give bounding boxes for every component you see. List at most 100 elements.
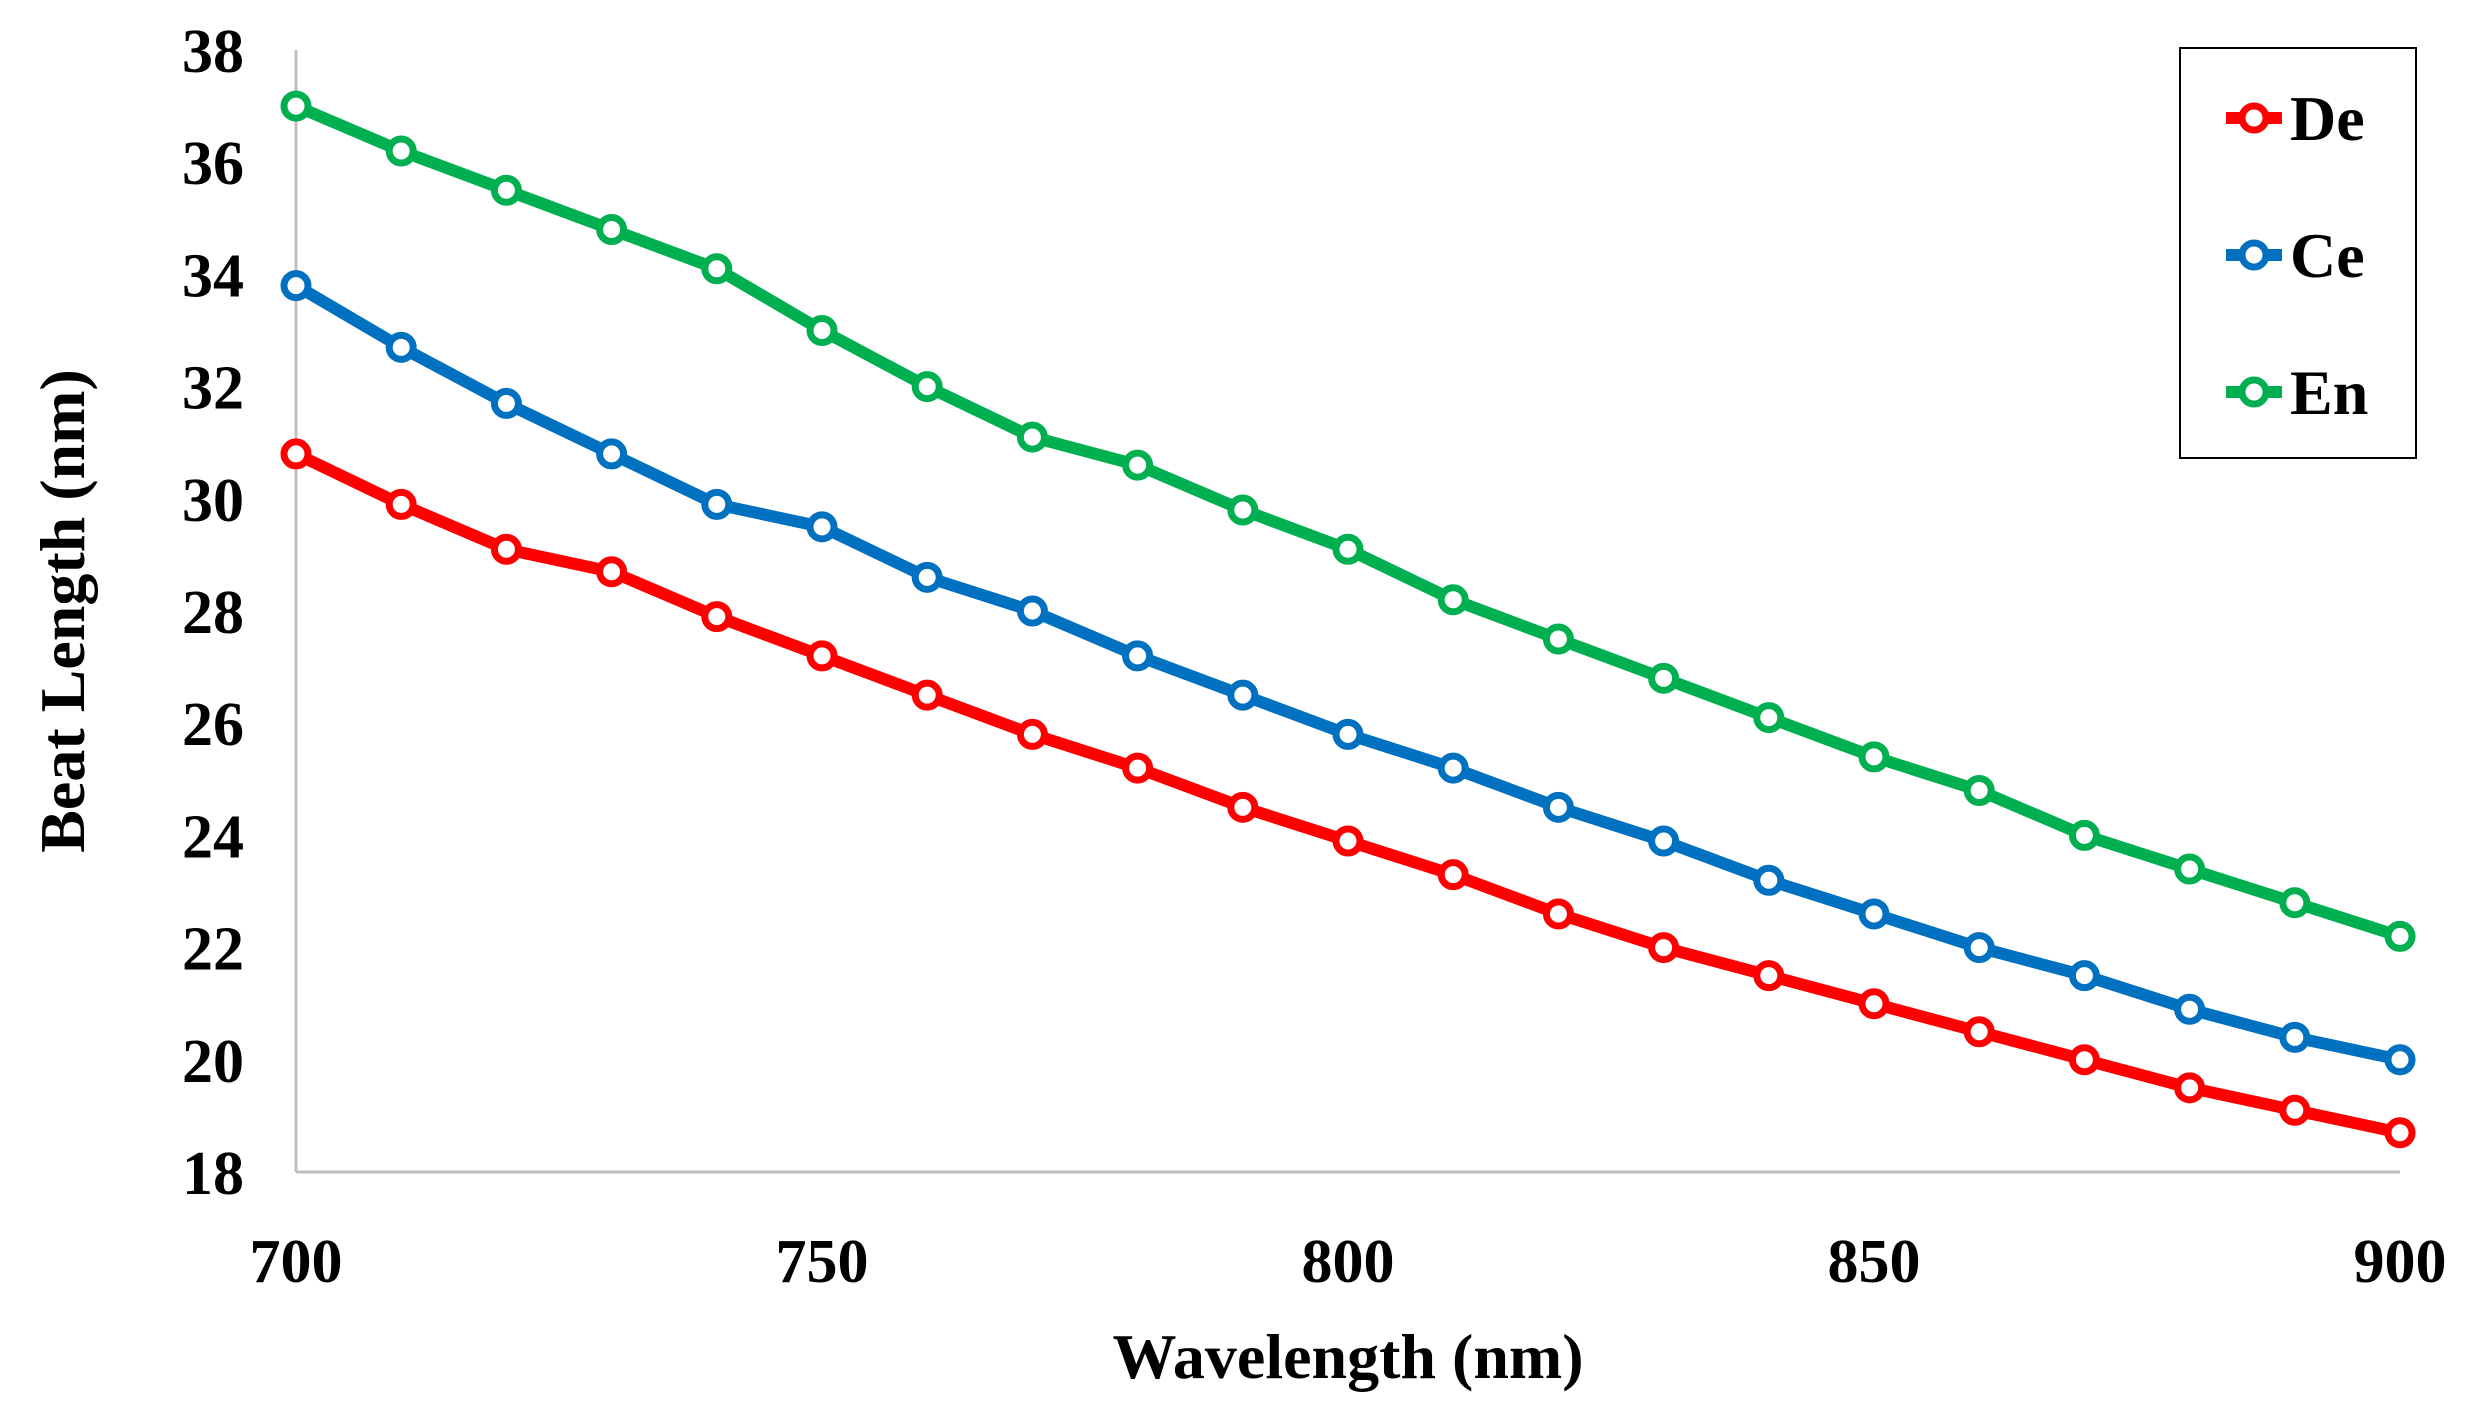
- data-point: [1437, 752, 1469, 784]
- data-point: [911, 561, 943, 593]
- x-tick-label: 750: [776, 1228, 869, 1296]
- data-point: [1963, 775, 1995, 807]
- y-tick-label: 38: [182, 18, 244, 86]
- x-tick-label: 900: [2354, 1228, 2447, 1296]
- data-point: [385, 331, 417, 363]
- y-tick-label: 36: [182, 130, 244, 198]
- legend-swatch-marker: [2238, 102, 2270, 134]
- series-line-ce: [290, 279, 2406, 1066]
- data-point: [806, 315, 838, 346]
- data-point: [2384, 1117, 2416, 1149]
- legend-item-en: En: [2226, 357, 2368, 428]
- series-de: [280, 438, 2416, 1149]
- data-point: [2174, 1072, 2206, 1104]
- y-tick-label: 32: [182, 355, 244, 423]
- data-point: [1858, 988, 1890, 1020]
- data-point: [2279, 887, 2311, 919]
- data-point: [1542, 623, 1574, 655]
- y-tick-label: 20: [182, 1028, 244, 1096]
- x-tick-label: 850: [1828, 1228, 1921, 1296]
- y-tick-label: 30: [182, 467, 244, 535]
- data-point: [1542, 791, 1574, 823]
- legend-box: [2179, 47, 2417, 459]
- data-point: [280, 90, 312, 122]
- data-point: [385, 488, 417, 520]
- data-point: [1858, 898, 1890, 930]
- data-point: [1648, 662, 1680, 694]
- data-point: [701, 601, 733, 633]
- data-point: [1753, 960, 1785, 992]
- data-point: [1227, 494, 1259, 526]
- data-point: [2068, 819, 2100, 851]
- legend-label: De: [2290, 83, 2365, 154]
- data-point: [806, 511, 838, 543]
- series-ce: [280, 270, 2416, 1076]
- data-point: [1753, 702, 1785, 734]
- data-point: [596, 438, 628, 470]
- data-point: [1332, 825, 1364, 857]
- legend-label: En: [2290, 357, 2368, 428]
- y-axis-title: Beat Length (nm): [27, 369, 98, 853]
- data-point: [1648, 825, 1680, 857]
- data-point: [596, 556, 628, 588]
- data-point: [1122, 752, 1154, 784]
- y-tick-label: 24: [182, 803, 244, 871]
- data-point: [1963, 932, 1995, 964]
- data-point: [1858, 741, 1890, 773]
- data-point: [596, 214, 628, 246]
- data-point: [911, 679, 943, 711]
- data-point: [2279, 1094, 2311, 1126]
- data-point: [1122, 640, 1154, 672]
- data-point: [490, 174, 522, 206]
- data-point: [1227, 791, 1259, 823]
- data-point: [911, 371, 943, 403]
- legend-swatch-marker: [2238, 239, 2270, 271]
- data-point: [1332, 718, 1364, 750]
- data-point: [1963, 1016, 1995, 1048]
- x-axis-ticks: 700 750 800 850 900: [250, 1228, 2447, 1296]
- y-tick-label: 18: [182, 1140, 244, 1208]
- data-point: [2068, 1044, 2100, 1076]
- data-point: [2279, 1021, 2311, 1053]
- data-point: [490, 533, 522, 565]
- data-point: [701, 488, 733, 520]
- x-axis-title: Wavelength (nm): [1112, 1321, 1583, 1392]
- legend-item-de: De: [2226, 83, 2365, 154]
- data-point: [2174, 993, 2206, 1025]
- y-tick-label: 22: [182, 916, 244, 984]
- data-point: [385, 135, 417, 167]
- data-point: [1542, 898, 1574, 930]
- data-point: [1753, 864, 1785, 896]
- data-point: [2174, 853, 2206, 885]
- series-layer: [280, 90, 2416, 1149]
- y-tick-label: 28: [182, 579, 244, 647]
- legend: De Ce En: [2179, 47, 2417, 459]
- data-point: [1016, 595, 1048, 627]
- data-point: [1437, 584, 1469, 616]
- data-point: [2384, 1044, 2416, 1076]
- data-point: [1227, 679, 1259, 711]
- data-point: [1016, 718, 1048, 750]
- data-point: [1016, 421, 1048, 453]
- data-point: [490, 387, 522, 419]
- data-point: [2068, 960, 2100, 992]
- y-tick-label: 26: [182, 691, 244, 759]
- plot-area: 18 20 22 24 26 28 30 32 34 36 38 700 750 800 850 900: [182, 18, 2447, 1296]
- data-point: [701, 253, 733, 285]
- data-point: [1122, 449, 1154, 481]
- data-point: [280, 438, 312, 470]
- data-point: [1437, 859, 1469, 891]
- data-point: [806, 640, 838, 672]
- series-en: [280, 90, 2416, 952]
- data-point: [2384, 920, 2416, 952]
- legend-swatch-marker: [2238, 376, 2270, 408]
- data-point: [1332, 533, 1364, 565]
- y-tick-label: 34: [182, 242, 244, 310]
- data-point: [280, 270, 312, 302]
- data-point: [1648, 932, 1680, 964]
- x-tick-label: 800: [1302, 1228, 1395, 1296]
- legend-label: Ce: [2290, 220, 2365, 291]
- legend-item-ce: Ce: [2226, 220, 2365, 291]
- y-axis-ticks: 18 20 22 24 26 28 30 32 34 36 38: [182, 18, 244, 1208]
